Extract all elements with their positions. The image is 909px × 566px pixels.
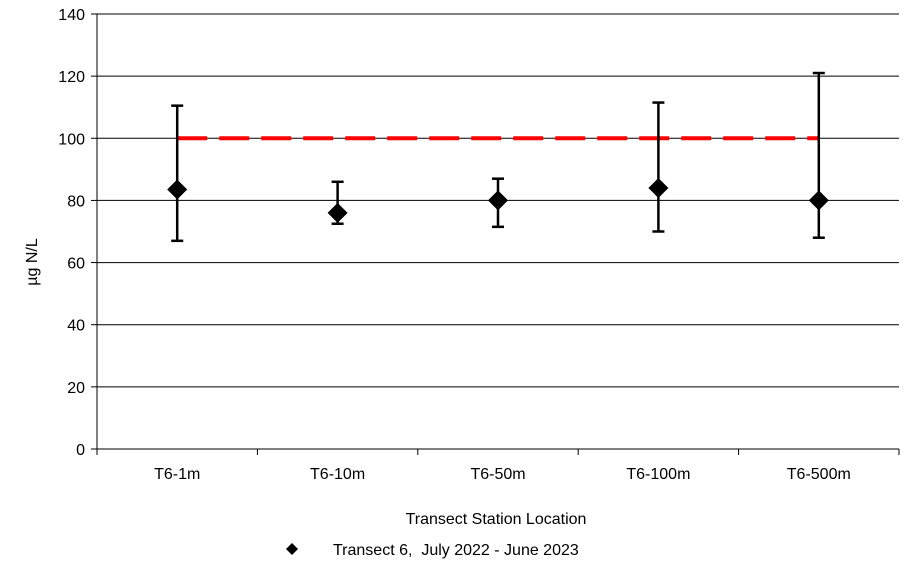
y-tick-label-60: 60 xyxy=(67,256,85,273)
data-point-T6-50m xyxy=(488,190,508,211)
x-tick-label-T6-100m: T6-100m xyxy=(626,466,690,483)
data-points xyxy=(167,178,829,223)
data-point-T6-1m xyxy=(167,179,188,200)
y-tick-label-100: 100 xyxy=(58,131,85,148)
legend-label: Transect 6, July 2022 - June 2023 xyxy=(333,542,579,559)
y-tick-label-0: 0 xyxy=(76,442,85,459)
x-tick-label-T6-1m: T6-1m xyxy=(154,466,200,483)
data-point-T6-500m xyxy=(808,190,829,211)
x-tick-label-T6-10m: T6-10m xyxy=(310,466,365,483)
y-tick-label-40: 40 xyxy=(67,318,85,335)
legend-diamond-marker xyxy=(286,543,298,555)
y-tick-label-120: 120 xyxy=(58,69,85,86)
y-tick-label-80: 80 xyxy=(67,193,85,210)
x-tick-label-T6-500m: T6-500m xyxy=(787,466,851,483)
axes xyxy=(91,13,900,455)
data-point-T6-10m xyxy=(327,202,348,223)
x-axis-title: Transect Station Location xyxy=(406,511,587,528)
error-bars xyxy=(171,71,825,243)
data-point-T6-100m xyxy=(648,178,669,198)
x-tick-label-T6-50m: T6-50m xyxy=(470,466,525,483)
tick-labels: 0 20 40 60 80 100 120 140 T6-1m T6-10m T6-50m T6-10… xyxy=(58,7,851,483)
y-tick-label-20: 20 xyxy=(67,380,85,397)
y-tick-label-140: 140 xyxy=(58,7,85,24)
legend: Transect 6, July 2022 - June 2023 xyxy=(286,542,579,559)
y-axis-title: µg N/L xyxy=(24,238,41,286)
